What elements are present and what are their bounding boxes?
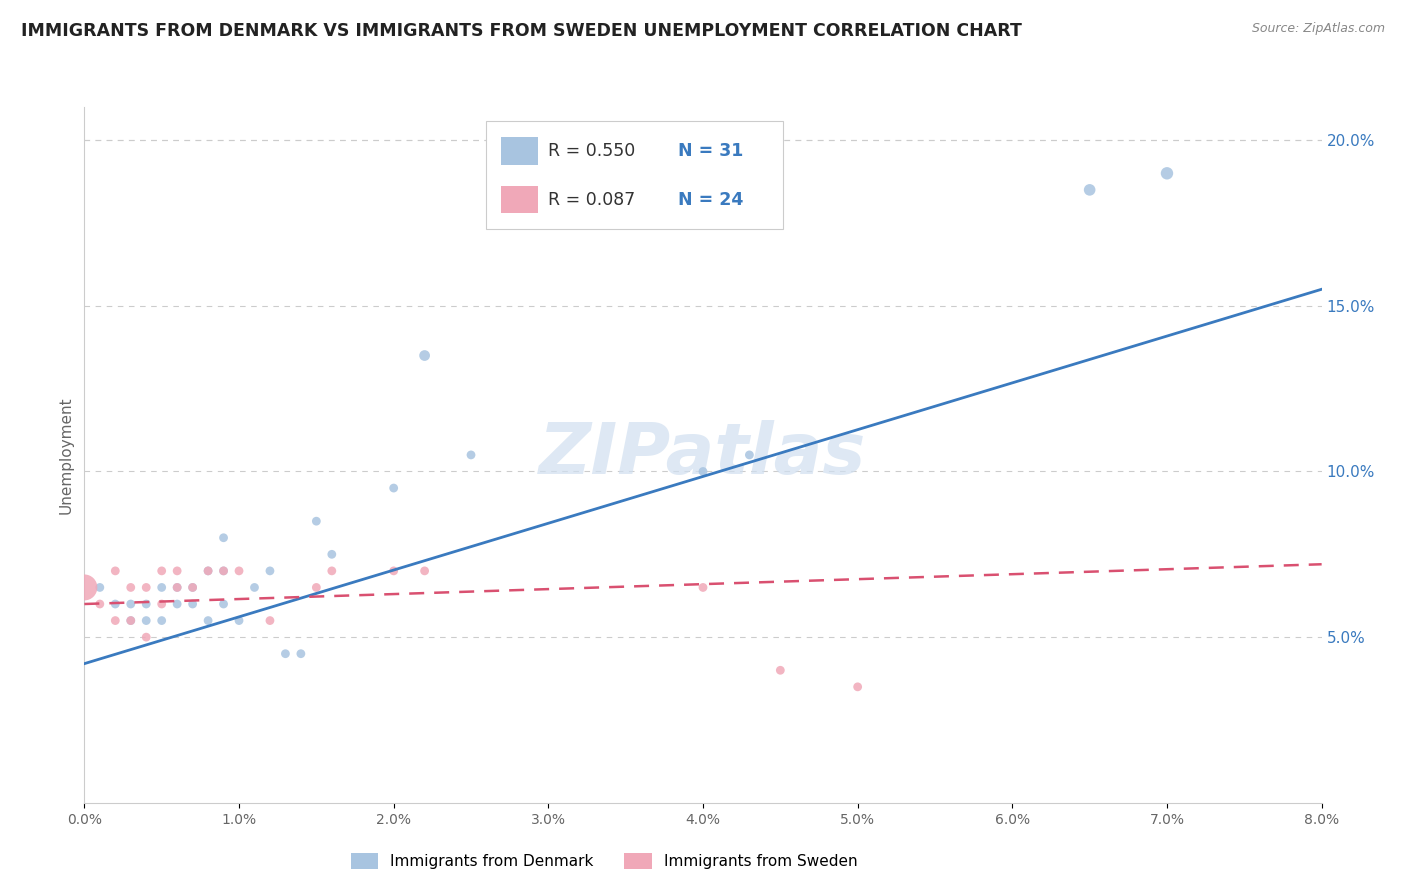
FancyBboxPatch shape	[486, 121, 783, 229]
Point	[166, 597, 188, 611]
Point	[274, 647, 297, 661]
Point	[1156, 166, 1178, 180]
Text: R = 0.550: R = 0.550	[548, 142, 636, 160]
Point	[321, 564, 343, 578]
Point	[181, 581, 204, 595]
Point	[228, 614, 250, 628]
Point	[1078, 183, 1101, 197]
Point	[212, 531, 235, 545]
Point	[769, 663, 792, 677]
Point	[120, 597, 142, 611]
Point	[104, 614, 127, 628]
Point	[150, 564, 173, 578]
Text: ZIPatlas: ZIPatlas	[540, 420, 866, 490]
Point	[166, 581, 188, 595]
Point	[212, 564, 235, 578]
Point	[305, 581, 328, 595]
Point	[692, 581, 714, 595]
Point	[135, 630, 157, 644]
Point	[104, 564, 127, 578]
Point	[321, 547, 343, 561]
Point	[120, 581, 142, 595]
Point	[305, 514, 328, 528]
Point	[259, 564, 281, 578]
Text: IMMIGRANTS FROM DENMARK VS IMMIGRANTS FROM SWEDEN UNEMPLOYMENT CORRELATION CHART: IMMIGRANTS FROM DENMARK VS IMMIGRANTS FR…	[21, 22, 1022, 40]
Point	[73, 581, 96, 595]
Point	[181, 581, 204, 595]
Text: Source: ZipAtlas.com: Source: ZipAtlas.com	[1251, 22, 1385, 36]
Y-axis label: Unemployment: Unemployment	[58, 396, 73, 514]
Point	[290, 647, 312, 661]
Point	[197, 564, 219, 578]
Point	[120, 614, 142, 628]
Point	[89, 597, 111, 611]
Text: R = 0.087: R = 0.087	[548, 191, 636, 209]
Point	[135, 581, 157, 595]
Point	[181, 597, 204, 611]
Point	[692, 465, 714, 479]
Point	[150, 614, 173, 628]
Point	[120, 614, 142, 628]
Point	[259, 614, 281, 628]
Point	[413, 564, 436, 578]
Point	[197, 564, 219, 578]
Point	[135, 597, 157, 611]
Point	[846, 680, 869, 694]
Point	[150, 581, 173, 595]
Point	[460, 448, 482, 462]
Point	[738, 448, 761, 462]
Point	[150, 597, 173, 611]
Point	[89, 581, 111, 595]
Point	[135, 614, 157, 628]
Point	[212, 564, 235, 578]
Point	[166, 564, 188, 578]
FancyBboxPatch shape	[502, 137, 538, 165]
FancyBboxPatch shape	[502, 186, 538, 213]
Point	[104, 597, 127, 611]
Point	[197, 614, 219, 628]
Legend: Immigrants from Denmark, Immigrants from Sweden: Immigrants from Denmark, Immigrants from…	[344, 847, 863, 875]
Point	[413, 349, 436, 363]
Point	[382, 564, 405, 578]
Text: N = 24: N = 24	[678, 191, 744, 209]
Text: N = 31: N = 31	[678, 142, 744, 160]
Point	[228, 564, 250, 578]
Point	[212, 597, 235, 611]
Point	[166, 581, 188, 595]
Point	[382, 481, 405, 495]
Point	[243, 581, 266, 595]
